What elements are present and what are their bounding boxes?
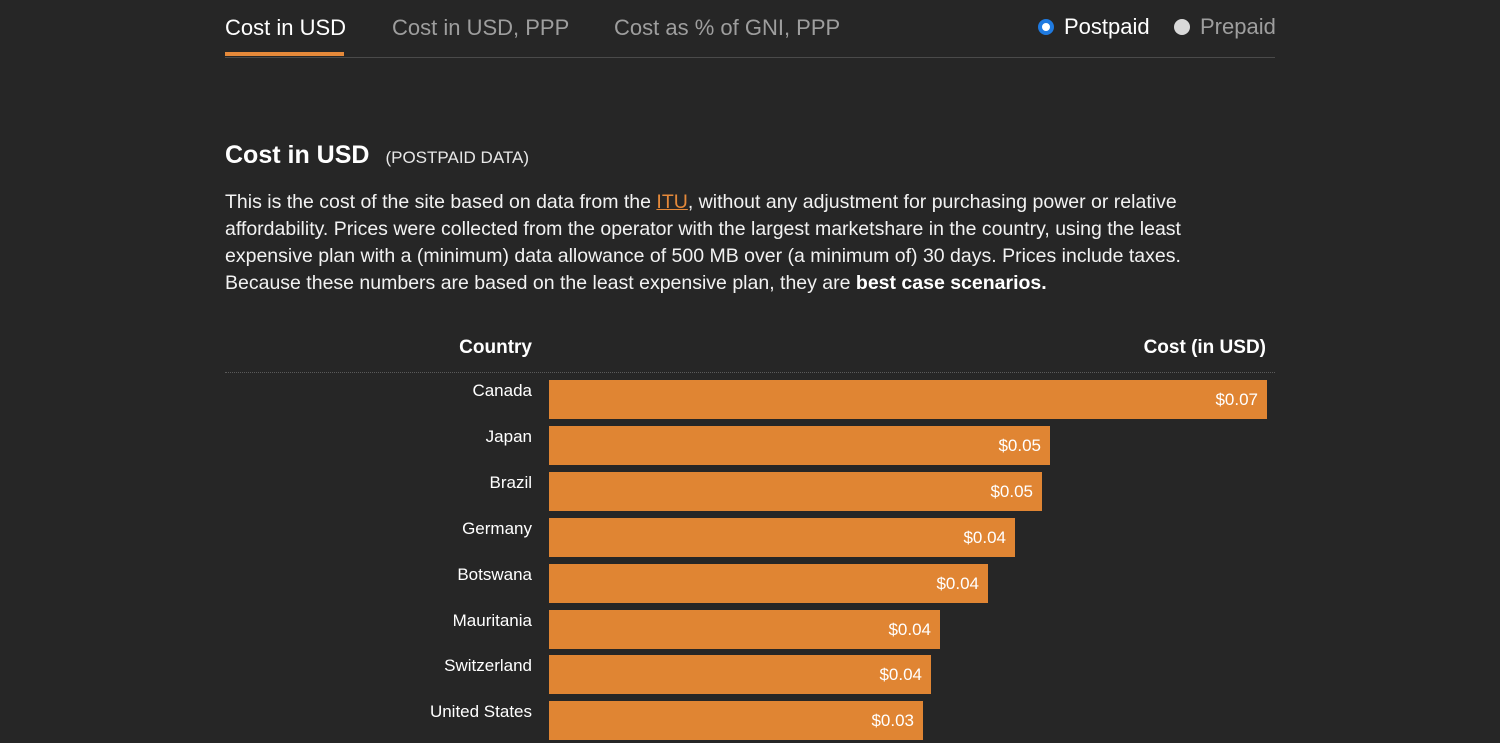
tab-cost-in-usd-ppp[interactable]: Cost in USD, PPP bbox=[392, 15, 570, 40]
bar-value-label: $0.05 bbox=[998, 435, 1041, 455]
radio-prepaid-label: Prepaid bbox=[1200, 14, 1276, 39]
bar-value-label: $0.04 bbox=[936, 573, 979, 593]
tab-cost-in-usd[interactable]: Cost in USD bbox=[225, 15, 347, 40]
description-text-2: , without any adjustment for purchasing … bbox=[225, 191, 1181, 294]
section-subtitle: (POSTPAID DATA) bbox=[385, 148, 530, 167]
bar-value-label: $0.04 bbox=[963, 527, 1006, 547]
radio-postpaid[interactable]: Postpaid bbox=[1038, 14, 1150, 40]
bar-value-label: $0.03 bbox=[871, 711, 914, 731]
bar-value-label: $0.04 bbox=[888, 619, 931, 639]
description-bold-text: best case scenarios. bbox=[855, 272, 1047, 294]
country-label: Brazil bbox=[489, 472, 532, 492]
radio-selected-icon bbox=[1038, 19, 1054, 35]
header-divider bbox=[225, 372, 1275, 373]
bar-value-label: $0.07 bbox=[1215, 390, 1258, 409]
bar[interactable] bbox=[549, 471, 1042, 511]
section-heading: Cost in USD (POSTPAID DATA) bbox=[225, 141, 529, 170]
itu-link[interactable]: ITU bbox=[656, 191, 688, 213]
country-label: Japan bbox=[485, 426, 532, 446]
column-header-country[interactable]: Country bbox=[459, 337, 532, 358]
country-label: Germany bbox=[462, 518, 532, 538]
bar[interactable] bbox=[549, 563, 988, 603]
bar-value-label: $0.05 bbox=[990, 481, 1033, 501]
column-header-cost[interactable]: Cost (in USD) bbox=[1143, 337, 1266, 358]
radio-unselected-icon bbox=[1174, 19, 1190, 35]
bar[interactable] bbox=[549, 380, 1267, 419]
radio-postpaid-label: Postpaid bbox=[1064, 14, 1150, 39]
active-tab-indicator bbox=[225, 52, 344, 56]
bar[interactable] bbox=[549, 609, 940, 649]
bar-value-label: $0.04 bbox=[879, 665, 922, 685]
description-text-1: This is the cost of the site based on da… bbox=[225, 191, 657, 213]
section-description: This is the cost of the site based on da… bbox=[225, 189, 1225, 297]
section-title: Cost in USD bbox=[225, 141, 370, 169]
country-label: Canada bbox=[472, 381, 532, 400]
bar[interactable] bbox=[549, 425, 1050, 465]
tab-cost-as-percent-gni-ppp[interactable]: Cost as % of GNI, PPP bbox=[614, 15, 841, 40]
bar[interactable] bbox=[549, 655, 931, 695]
bar[interactable] bbox=[549, 517, 1015, 557]
bar[interactable] bbox=[549, 701, 923, 741]
country-label: Switzerland bbox=[444, 656, 532, 676]
country-label: Mauritania bbox=[452, 610, 532, 630]
tab-bar: Cost in USD Cost in USD, PPP Cost as % o… bbox=[225, 0, 1276, 58]
country-label: United States bbox=[429, 702, 532, 722]
country-label: Botswana bbox=[457, 564, 532, 584]
radio-prepaid[interactable]: Prepaid bbox=[1174, 14, 1276, 40]
